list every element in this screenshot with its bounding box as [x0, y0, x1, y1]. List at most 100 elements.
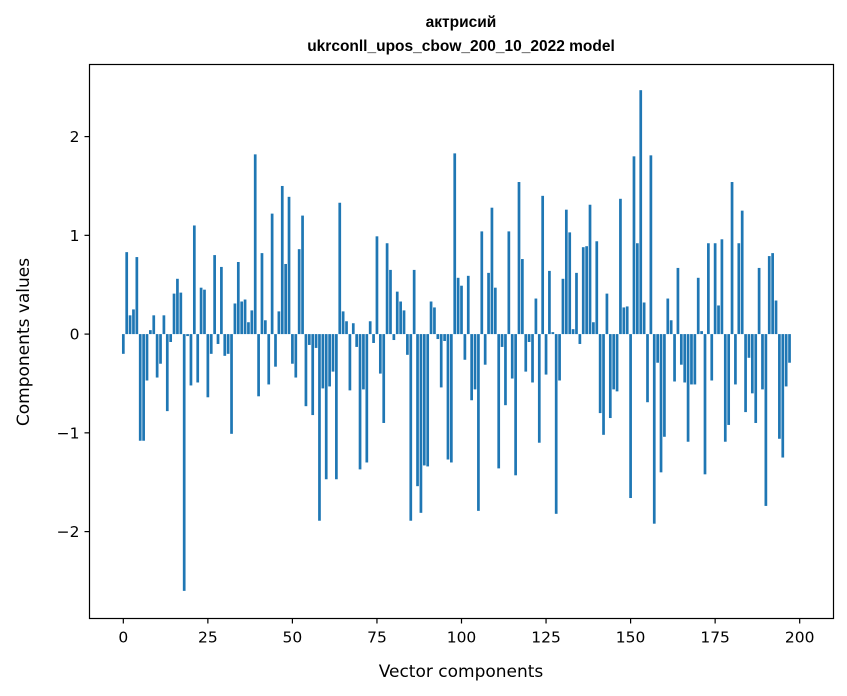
bar-86 [412, 269, 416, 335]
bar-118 [521, 259, 524, 335]
bar-128 [554, 334, 558, 514]
bar-8 [149, 330, 152, 335]
bar-179 [727, 334, 731, 425]
y-tick-label: −1 [57, 424, 80, 442]
x-tick-label: 125 [531, 629, 561, 647]
bar-95 [443, 334, 446, 341]
bar-77 [382, 334, 386, 423]
bar-28 [216, 334, 220, 344]
bar-154 [642, 302, 646, 335]
bar-74 [372, 334, 375, 343]
bar-79 [389, 269, 392, 335]
bar-125 [544, 334, 548, 375]
bar-59 [321, 334, 325, 389]
chart-title-line2: ukrconll_upos_cbow_200_10_2022 model [307, 38, 615, 55]
bar-26 [209, 334, 213, 354]
bars-group [121, 90, 791, 591]
bar-189 [761, 334, 764, 390]
bar-53 [301, 215, 304, 335]
bar-162 [669, 320, 673, 335]
bar-149 [625, 306, 629, 335]
bar-82 [399, 301, 402, 335]
bar-165 [679, 334, 683, 365]
bar-45 [274, 334, 277, 367]
bar-133 [571, 329, 575, 335]
bar-33 [233, 303, 237, 335]
x-tick-label: 25 [198, 629, 218, 647]
bar-91 [429, 301, 433, 335]
bar-176 [717, 305, 720, 335]
bar-88 [419, 334, 423, 513]
bar-6 [142, 334, 145, 441]
bar-103 [470, 334, 473, 401]
bar-115 [510, 334, 514, 379]
bar-46 [277, 311, 281, 335]
bar-21 [192, 225, 196, 335]
bar-144 [608, 334, 612, 419]
bar-178 [723, 334, 727, 442]
bar-119 [524, 334, 528, 372]
bar-130 [561, 278, 565, 335]
bar-4 [135, 257, 139, 335]
bar-132 [568, 232, 572, 335]
bar-41 [260, 253, 264, 335]
y-axis-ticks: −2 −1 0 1 2 [57, 128, 90, 541]
bar-93 [436, 334, 440, 340]
bar-64 [338, 202, 342, 335]
bar-134 [575, 272, 578, 335]
bar-163 [673, 334, 676, 382]
bar-182 [737, 243, 741, 335]
bar-131 [564, 209, 568, 335]
bar-194 [778, 334, 781, 439]
bar-5 [138, 334, 142, 441]
bar-107 [483, 334, 487, 365]
bar-159 [659, 334, 663, 473]
bar-84 [406, 334, 409, 355]
bar-112 [500, 334, 504, 347]
bar-120 [527, 334, 531, 342]
x-axis-label: Vector components [379, 662, 544, 682]
x-tick-label: 0 [118, 629, 128, 647]
bar-138 [588, 204, 592, 335]
bar-153 [639, 90, 643, 335]
bar-31 [226, 334, 230, 354]
bar-192 [771, 253, 774, 335]
bar-20 [189, 334, 193, 386]
bar-61 [328, 334, 331, 387]
bar-98 [453, 153, 457, 335]
bar-48 [284, 263, 287, 335]
bar-22 [196, 334, 200, 383]
bar-110 [493, 287, 497, 335]
bar-184 [744, 334, 747, 413]
bar-69 [355, 334, 359, 347]
bar-145 [612, 334, 616, 390]
bar-156 [649, 155, 653, 335]
bar-44 [270, 213, 274, 335]
bar-39 [253, 154, 257, 335]
bar-126 [548, 270, 551, 335]
bar-188 [757, 267, 761, 335]
bar-124 [541, 195, 545, 335]
y-tick-label: 1 [70, 227, 80, 245]
x-tick-label: 150 [616, 629, 646, 647]
bar-56 [311, 334, 315, 416]
bar-92 [433, 307, 436, 335]
bar-190 [764, 334, 768, 506]
bar-160 [663, 334, 666, 437]
bar-49 [287, 196, 291, 335]
bar-7 [145, 334, 149, 381]
bar-117 [517, 182, 521, 335]
bar-36 [243, 299, 247, 335]
bar-181 [734, 334, 737, 385]
bar-51 [294, 334, 298, 378]
bar-68 [351, 323, 355, 335]
bar-155 [646, 334, 649, 403]
bar-196 [784, 334, 788, 387]
bar-76 [378, 334, 382, 374]
bar-105 [477, 334, 480, 511]
bar-157 [652, 334, 656, 524]
bar-147 [619, 198, 622, 335]
bar-187 [754, 334, 758, 423]
bar-2 [128, 315, 132, 335]
